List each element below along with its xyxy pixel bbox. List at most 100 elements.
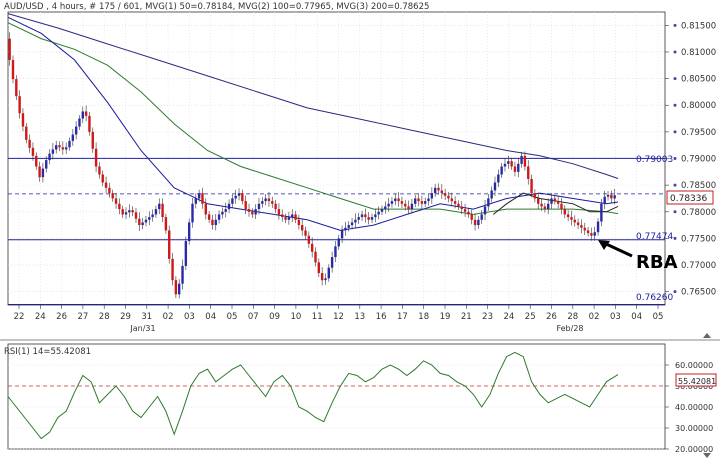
candle-body <box>377 211 380 215</box>
candle-body <box>48 153 51 161</box>
time-tick-label: 22 <box>14 312 25 322</box>
time-tick-label: 16 <box>376 312 387 322</box>
candle-body <box>294 214 297 220</box>
candle-body <box>61 147 65 150</box>
candle-body <box>420 201 424 204</box>
candle-body <box>573 219 576 223</box>
time-tick-label: 02 <box>163 312 174 322</box>
candle-body <box>237 193 241 196</box>
candle-body <box>570 217 573 220</box>
candle-body <box>138 218 141 226</box>
candle-body <box>197 193 201 199</box>
candle-body <box>281 214 284 218</box>
time-tick-label: 28 <box>99 312 110 322</box>
price-grid <box>8 12 665 305</box>
candle-body <box>204 203 207 215</box>
scroll-down-icon[interactable] <box>703 453 711 458</box>
candle-body <box>347 225 350 228</box>
candle-body <box>460 206 463 210</box>
candle-body <box>151 214 154 218</box>
scroll-up-icon[interactable] <box>703 333 711 338</box>
candle-body <box>610 194 613 199</box>
candle-body <box>427 198 430 202</box>
scroll-icons[interactable] <box>703 333 711 458</box>
time-tick-label: 24 <box>503 312 514 322</box>
ma200-line <box>7 13 619 179</box>
time-tick-label: 02 <box>589 312 600 322</box>
candle-body <box>168 230 171 259</box>
rsi-panel <box>7 343 666 450</box>
candle-body <box>590 233 593 236</box>
candle-body <box>21 113 25 127</box>
candle-body <box>523 155 527 167</box>
candle-body <box>357 217 360 220</box>
candle-body <box>94 148 98 167</box>
candle-body <box>64 147 68 150</box>
candle-body <box>414 198 417 204</box>
candle-body <box>583 227 586 231</box>
candle-body <box>131 210 134 213</box>
candle-body <box>370 217 374 220</box>
price-tick-dot <box>673 290 677 294</box>
candle-body <box>194 198 198 204</box>
candle-body <box>400 201 404 204</box>
candle-body <box>227 203 231 210</box>
candle-body <box>91 131 94 149</box>
candle-body <box>596 221 600 233</box>
candle-body <box>467 211 470 215</box>
price-tick-label: 0.78500 <box>681 181 716 191</box>
candle-body <box>8 38 11 60</box>
candle-body <box>118 203 121 210</box>
candle-body <box>447 195 450 199</box>
month-label: Jan/31 <box>129 324 155 333</box>
time-tick-label: 28 <box>567 312 578 322</box>
price-tick-dot <box>673 103 677 107</box>
candle-body <box>267 198 271 202</box>
price-tick-dot <box>673 263 677 267</box>
time-tick-label: 27 <box>77 312 88 322</box>
candle-body <box>390 201 394 204</box>
candle-body <box>41 168 45 178</box>
time-tick-label: 12 <box>333 312 344 322</box>
candle-body <box>31 147 35 156</box>
candle-body <box>404 203 407 207</box>
candle-body <box>18 96 21 114</box>
candle-body <box>606 194 610 197</box>
candle-body <box>457 203 460 207</box>
time-tick-label: 07 <box>248 312 259 322</box>
candle-body <box>307 235 311 244</box>
candle-body <box>563 209 567 215</box>
price-tick-label: 0.80000 <box>681 101 716 111</box>
rsi-current-label: 55.42081 <box>678 377 716 386</box>
month-label: Feb/28 <box>556 324 583 333</box>
level-label-top: 0.79003 <box>636 155 673 165</box>
time-tick-label: 31 <box>141 312 152 322</box>
rsi-series <box>7 351 619 440</box>
candle-body <box>344 227 347 231</box>
candle-body <box>473 219 477 226</box>
candle-body <box>324 278 327 281</box>
candlesticks <box>8 32 616 299</box>
candle-body <box>164 217 168 231</box>
candle-body <box>613 195 616 199</box>
candle-body <box>367 217 370 220</box>
time-tick-label: 17 <box>397 312 408 322</box>
candle-body <box>314 251 317 263</box>
candle-body <box>537 198 540 204</box>
candle-body <box>234 195 237 199</box>
candle-body <box>553 198 557 202</box>
candle-body <box>211 219 214 226</box>
time-tick-label: 18 <box>418 312 429 322</box>
candle-body <box>320 273 324 281</box>
candle-body <box>181 265 184 284</box>
candle-body <box>88 115 91 132</box>
candle-body <box>430 193 434 199</box>
price-tick-dot <box>673 130 677 134</box>
time-tick-label: 05 <box>653 312 664 322</box>
candle-body <box>500 166 503 175</box>
candle-body <box>271 201 274 204</box>
price-tick-dot <box>673 77 677 81</box>
candle-body <box>257 203 261 210</box>
